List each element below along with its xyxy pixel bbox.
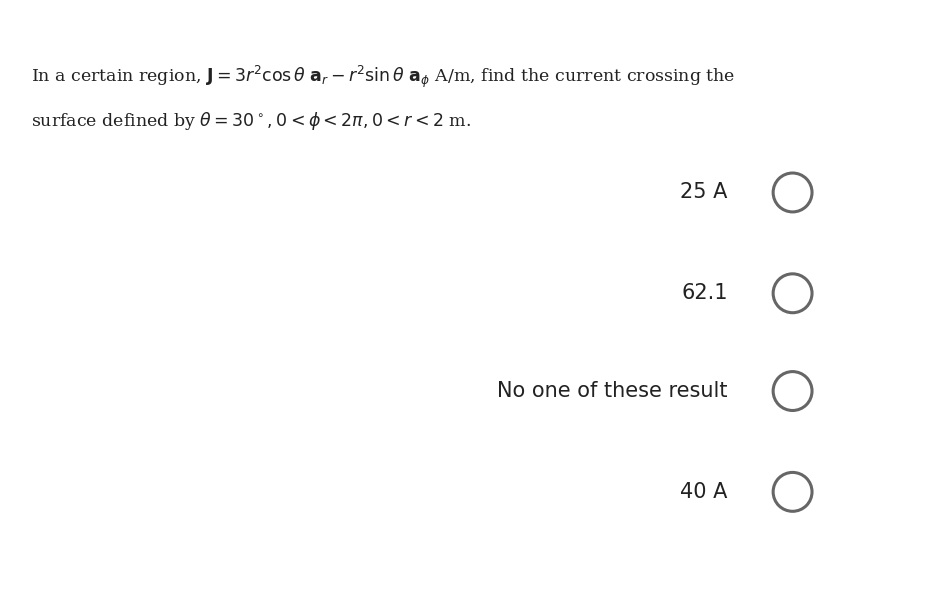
- Text: In a certain region, $\mathbf{J} = 3r^2 \cos \theta\ \mathbf{a}_r - r^2 \sin \th: In a certain region, $\mathbf{J} = 3r^2 …: [31, 64, 735, 90]
- Text: No one of these result: No one of these result: [497, 381, 728, 401]
- Text: 25 A: 25 A: [680, 183, 728, 202]
- Text: 40 A: 40 A: [680, 482, 728, 502]
- Text: surface defined by $\theta = 30^\circ, 0 < \phi < 2\pi, 0 < r < 2$ m.: surface defined by $\theta = 30^\circ, 0…: [31, 110, 471, 132]
- Text: 62.1: 62.1: [681, 284, 728, 303]
